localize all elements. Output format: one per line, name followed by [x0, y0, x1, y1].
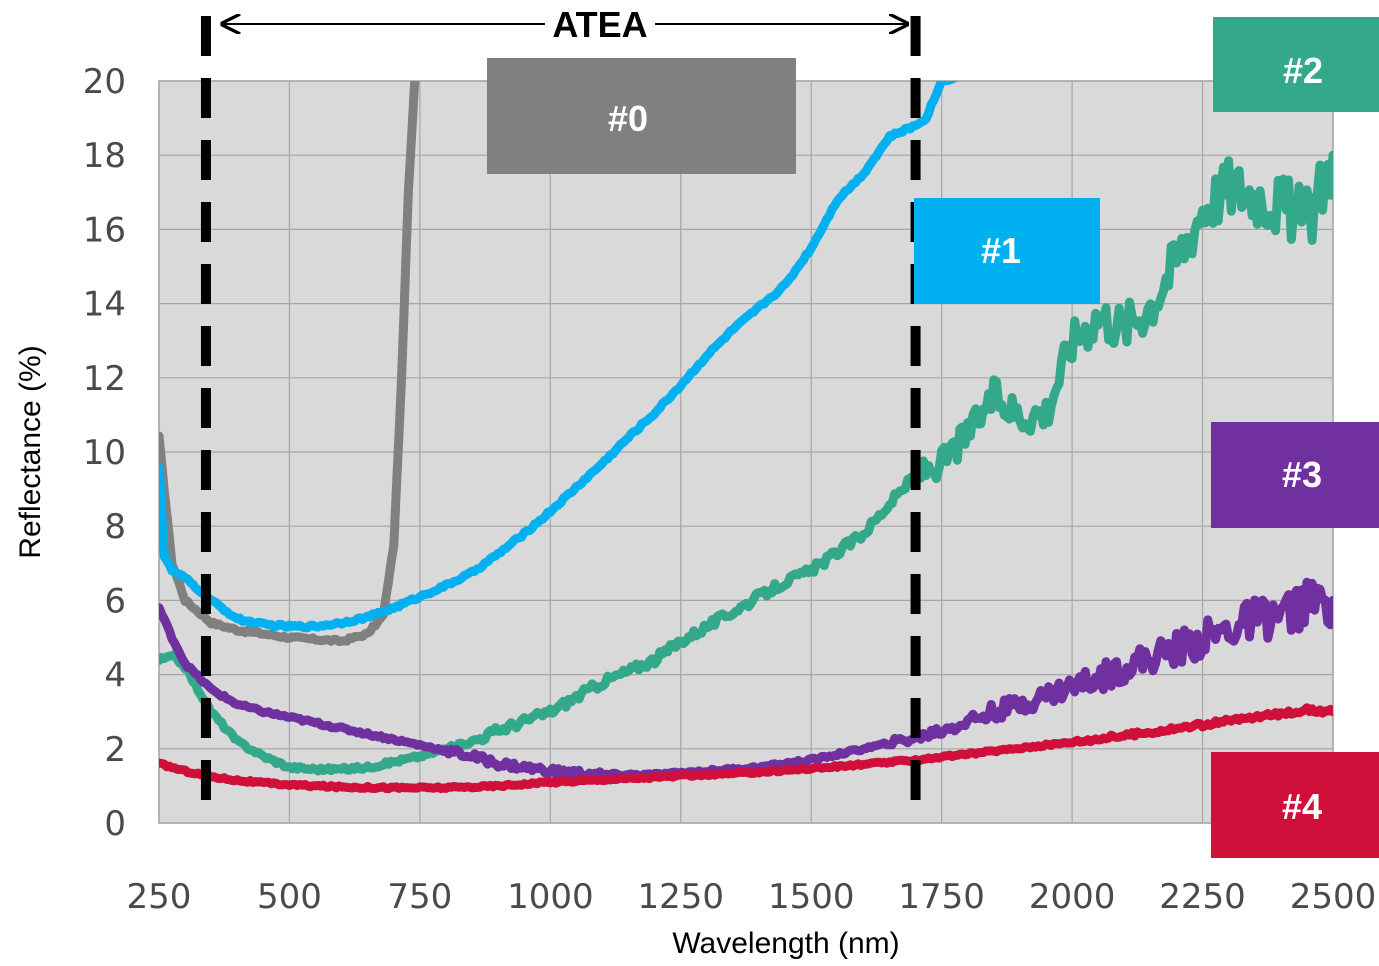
y-tick-label-1: 2: [104, 730, 126, 770]
x-tick-label-4: 1250: [638, 877, 725, 917]
series-line-2: [159, 150, 1333, 776]
atea-label: ATEA: [552, 4, 647, 45]
x-tick-label-5: 1500: [768, 877, 855, 917]
series-label-text-2: #2: [1283, 50, 1323, 91]
x-tick-label-9: 2500: [1290, 877, 1377, 917]
series-line-1: [159, 81, 958, 633]
series-label-text-0: #0: [608, 98, 648, 139]
series-label-text-1: #1: [981, 230, 1021, 271]
x-tick-label-8: 2250: [1159, 877, 1246, 917]
x-tick-label-7: 2000: [1029, 877, 1116, 917]
y-tick-label-0: 0: [104, 804, 126, 844]
x-tick-label-2: 750: [387, 877, 452, 917]
y-tick-label-4: 8: [104, 507, 126, 547]
y-tick-label-3: 6: [104, 581, 126, 621]
x-axis-label: Wavelength (nm): [672, 927, 899, 960]
series-label-box-0: [487, 58, 796, 174]
y-tick-label-10: 20: [83, 62, 126, 102]
x-tick-label-1: 500: [257, 877, 322, 917]
series-label-box-3: [1211, 422, 1379, 528]
y-tick-label-9: 18: [83, 136, 126, 176]
series-line-0: [159, 81, 420, 647]
x-tick-label-6: 1750: [898, 877, 985, 917]
series-line-4: [159, 703, 1333, 794]
series-label-box-1: [914, 198, 1100, 304]
x-tick-label-0: 250: [127, 877, 192, 917]
y-tick-label-7: 14: [83, 285, 126, 325]
x-tick-label-3: 1000: [507, 877, 594, 917]
series-group: [159, 81, 1333, 794]
series-label-box-2: [1213, 17, 1379, 112]
series-label-text-3: #3: [1282, 454, 1322, 495]
y-axis-label: Reflectance (%): [14, 345, 47, 558]
series-label-text-4: #4: [1282, 786, 1322, 827]
y-tick-label-5: 10: [83, 433, 126, 473]
y-tick-label-6: 12: [83, 359, 126, 399]
series-label-box-4: [1211, 752, 1379, 858]
y-tick-label-2: 4: [104, 656, 126, 696]
y-tick-label-8: 16: [83, 210, 126, 250]
